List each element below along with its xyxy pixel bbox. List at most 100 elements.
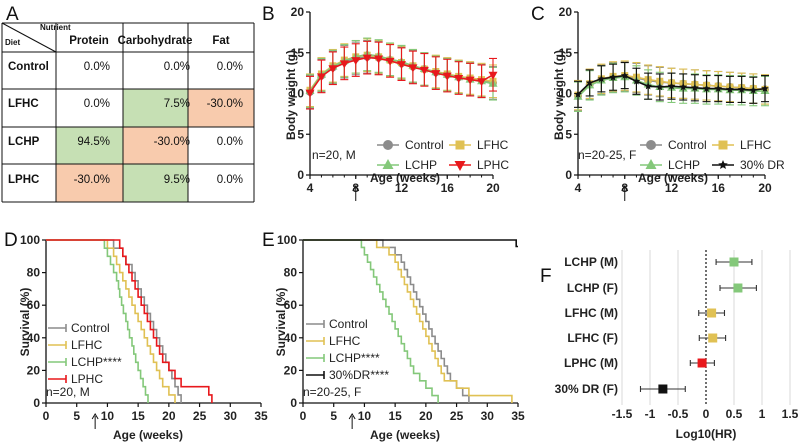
legend-label: 30% DR [740,158,785,172]
survival-curve-lfhc [46,239,176,403]
x-tick-label: 25 [193,409,207,423]
data-point [339,60,349,69]
hazard-ratio-point [729,257,739,267]
y-tick-label: 20 [27,363,41,377]
table-cell-highlight [123,127,188,164]
table-corner-diet: Diet [5,38,20,47]
legend-label: 30%DR**** [329,368,389,382]
data-point [454,75,464,84]
x-tick-label: 12 [395,181,409,195]
table-row-header: LCHP [8,136,40,148]
axis-label-x: Log10(HR) [676,427,737,441]
x-tick-label: 35 [254,409,268,423]
y-tick-label: 5 [565,127,572,141]
legend-label: LFHC [329,334,361,348]
table-cell: 0.0% [217,174,243,186]
axis-label-y: Survival (%) [274,288,288,357]
y-tick-label: 80 [284,266,298,280]
hazard-ratio-point [658,384,668,394]
x-tick-label: 20 [758,181,772,195]
table-row-header: Control [8,61,49,73]
x-tick-label: 1.5 [782,407,798,421]
table-cell-highlight [188,89,254,127]
legend: Control LFHC LCHP**** 30%DR**** [306,317,389,382]
data-point [645,159,657,169]
x-tick-label: 10 [101,409,115,423]
data-point [454,161,466,171]
legend-label: LFHC [740,138,772,152]
series-lphc [305,40,498,110]
body-weight-chart-b: 4812162005101520ControlLFHCLCHPLPHC [291,5,509,201]
forest-row-label: LFHC (M) [565,306,618,320]
x-tick-label: 0 [43,409,50,423]
axis-label-y: Body weight (g) [284,50,298,140]
data-point [726,85,734,93]
survival-curve-lchp [46,239,149,403]
x-tick-label: 16 [441,181,455,195]
legend-label: LCHP**** [71,355,122,369]
x-tick-label: 15 [131,409,145,423]
data-point [632,77,641,85]
data-point [620,71,629,79]
axis-label-x: Age (weeks) [113,428,183,442]
data-point [609,73,617,81]
x-tick-label: 30 [481,409,495,423]
x-tick-label: 30 [224,409,238,423]
data-point [718,140,728,150]
legend-label: LFHC [477,138,509,152]
survival-curve-control [303,239,470,403]
y-tick-label: 80 [27,266,41,280]
x-tick-label: 12 [665,181,679,195]
y-tick-label: 0 [290,396,297,410]
table-cell: -30.0% [207,98,243,110]
x-tick-label: 1 [759,407,766,421]
axis-label-x: Age (weeks) [370,428,440,442]
y-tick-label: 100 [20,233,40,247]
legend-label: LFHC [71,338,103,352]
legend-label: LCHP [668,158,700,172]
x-tick-label: 4 [307,181,314,195]
series-dr [574,61,769,108]
intervention-arrow-head [352,185,360,192]
survival-curve-lphc [46,239,213,403]
data-point [362,54,372,63]
forest-row-label: LFHC (F) [567,331,618,345]
data-point [702,84,711,92]
y-tick-label: 0 [565,168,572,182]
y-tick-label: 10 [291,87,305,101]
x-tick-label: 35 [511,409,525,423]
table-cell-highlight [56,127,123,164]
x-tick-label: 0.5 [726,407,743,421]
data-point [656,82,664,91]
data-point [737,85,746,93]
data-point [408,64,418,73]
table-cell: 0.0% [84,61,110,73]
legend-label: Control [405,138,444,152]
data-point [488,71,498,80]
table-cell: 0.0% [217,136,243,148]
data-point [646,140,656,150]
x-tick-label: 20 [486,181,500,195]
survival-curve-lchp [303,239,439,403]
y-tick-label: 15 [559,46,573,60]
x-tick-label: 10 [358,409,372,423]
sample-size-note: n=20-25, F [578,148,636,162]
diet-nutrient-table: Nutrient Diet Protein Carbohydrate Fat C… [1,22,255,203]
x-tick-label: 5 [73,409,80,423]
x-tick-label: 20 [419,409,433,423]
hazard-ratio-point [707,308,717,318]
survival-curve-lfhc [303,239,513,403]
table-col-header: Fat [212,35,229,47]
survival-chart-e: 0 5 10 15 20 25 30 35 0 20 40 60 80 100 Control LFHC LCH… [277,233,525,429]
y-tick-label: 10 [559,87,573,101]
table-cell: 94.5% [77,136,110,148]
data-point [305,89,315,98]
legend: Control LFHC LCHP**** LPHC [48,321,122,386]
x-tick-label: 0 [300,409,307,423]
legend-label: LCHP**** [329,351,380,365]
y-tick-label: 20 [291,5,305,19]
panel-label-f: F [540,266,552,287]
table-row-header: LFHC [8,98,39,110]
data-point [691,83,699,92]
